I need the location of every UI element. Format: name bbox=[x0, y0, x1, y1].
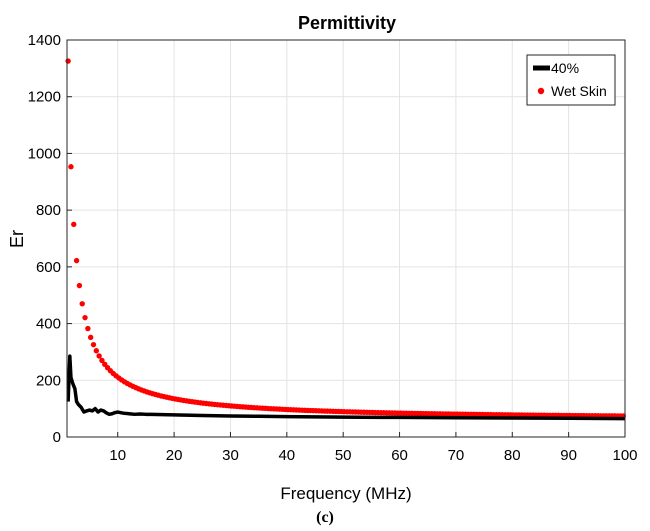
plot-area bbox=[67, 40, 625, 437]
y-tick-label: 0 bbox=[53, 429, 61, 446]
figure-caption: (c) bbox=[316, 509, 334, 526]
grid-lines bbox=[67, 40, 625, 437]
y-axis-ticks: 0 200 400 600 800 1000 1200 1400 bbox=[28, 32, 72, 446]
legend-label-40: 40% bbox=[551, 60, 579, 76]
y-tick-label: 1000 bbox=[28, 145, 61, 162]
x-tick-label: 30 bbox=[222, 447, 239, 464]
y-tick-label: 1200 bbox=[28, 89, 61, 106]
wet-skin-point bbox=[90, 341, 97, 348]
x-tick-label: 20 bbox=[166, 447, 183, 464]
wet-skin-point bbox=[82, 314, 88, 321]
legend-box bbox=[526, 54, 616, 106]
x-axis-ticks: 10 20 30 40 50 60 70 80 90 100 bbox=[109, 432, 638, 464]
wet-skin-point bbox=[65, 58, 71, 64]
wet-skin-point bbox=[87, 334, 94, 341]
wet-skin-point bbox=[76, 282, 83, 289]
y-tick-label: 400 bbox=[36, 316, 61, 333]
wet-skin-point bbox=[99, 357, 105, 364]
wet-skin-point bbox=[71, 221, 77, 228]
x-tick-label: 10 bbox=[109, 447, 126, 464]
wet-skin-point bbox=[85, 325, 91, 332]
wet-skin-point bbox=[96, 353, 102, 359]
x-tick-label: 80 bbox=[504, 447, 521, 464]
wet-skin-point bbox=[73, 257, 80, 264]
legend-label-wet-skin: Wet Skin bbox=[551, 83, 607, 99]
x-tick-label: 90 bbox=[560, 447, 577, 464]
x-tick-label: 60 bbox=[391, 447, 408, 464]
legend-swatch-wet-skin bbox=[537, 87, 545, 95]
x-tick-label: 100 bbox=[612, 447, 637, 464]
x-tick-label: 70 bbox=[448, 447, 465, 464]
x-tick-label: 40 bbox=[278, 447, 295, 464]
series-layer bbox=[65, 58, 627, 421]
plot-frame bbox=[66, 39, 626, 438]
y-tick-label: 1400 bbox=[28, 32, 61, 49]
x-axis-label: Frequency (MHz) bbox=[280, 484, 411, 503]
y-tick-label: 200 bbox=[36, 372, 61, 389]
y-tick-label: 800 bbox=[36, 202, 61, 219]
y-axis-label: Er bbox=[7, 230, 27, 248]
legend: 40% Wet Skin bbox=[526, 54, 616, 106]
wet-skin-point bbox=[68, 164, 74, 170]
y-tick-label: 600 bbox=[36, 259, 61, 276]
x-tick-label: 50 bbox=[335, 447, 352, 464]
wet-skin-point bbox=[79, 301, 85, 307]
wet-skin-point bbox=[93, 348, 100, 354]
series-40-line bbox=[66, 354, 626, 421]
chart-title: Permittivity bbox=[298, 13, 396, 33]
series-wet-skin bbox=[65, 58, 627, 419]
